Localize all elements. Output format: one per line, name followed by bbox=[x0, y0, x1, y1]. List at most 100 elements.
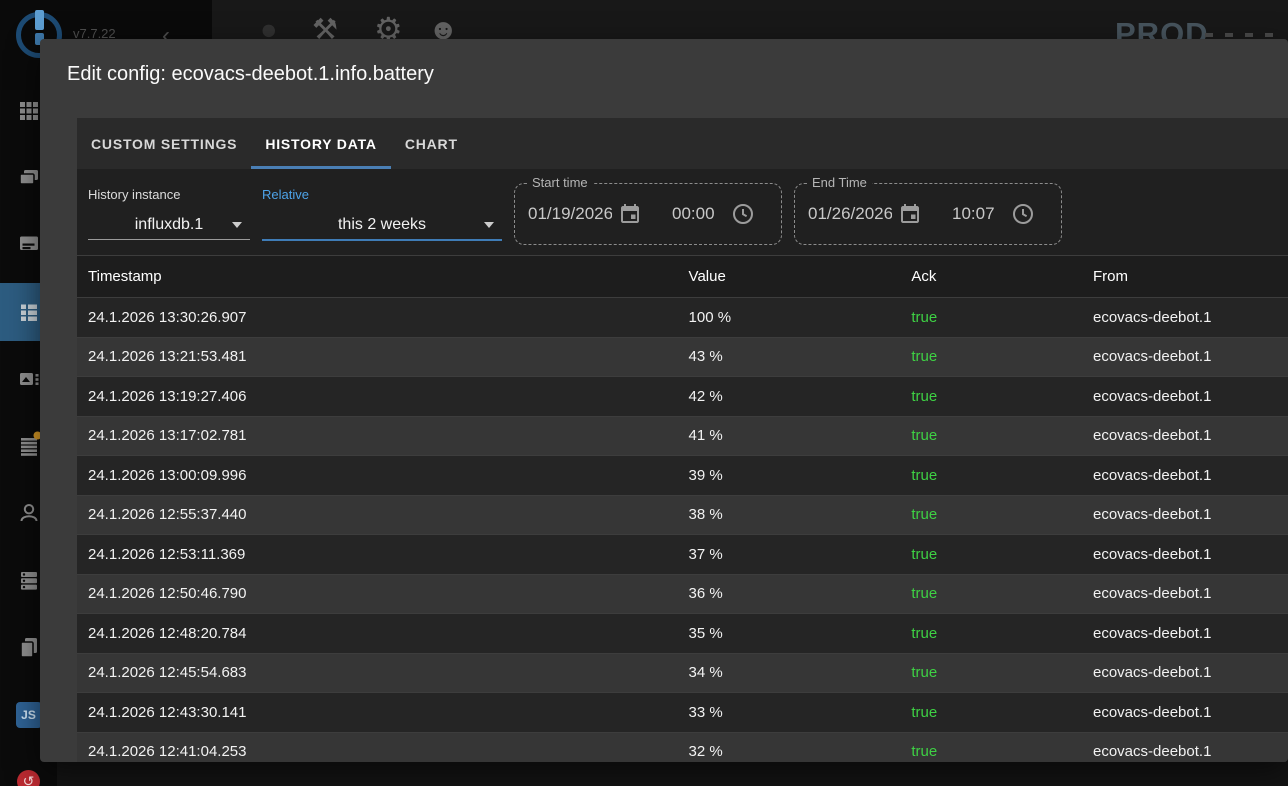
table-row: 24.1.2026 13:17:02.781 41 % true ecovacs… bbox=[77, 417, 1288, 457]
javascript-icon: JS bbox=[16, 702, 42, 728]
cell-value: 37 % bbox=[689, 546, 912, 563]
clock-icon[interactable] bbox=[1011, 202, 1035, 226]
cell-value: 41 % bbox=[689, 427, 912, 444]
col-ack: Ack bbox=[911, 268, 1093, 285]
calendar-icon[interactable] bbox=[898, 202, 922, 226]
cell-ack: true bbox=[911, 664, 1093, 681]
files-icon bbox=[17, 635, 41, 659]
end-time-legend: End Time bbox=[807, 175, 872, 190]
table-header: Timestamp Value Ack From bbox=[77, 255, 1288, 298]
cell-value: 39 % bbox=[689, 467, 912, 484]
dialog-content: CUSTOM SETTINGS HISTORY DATA CHART Histo… bbox=[77, 118, 1288, 762]
cell-from: ecovacs-deebot.1 bbox=[1093, 467, 1288, 484]
tab-history-data[interactable]: HISTORY DATA bbox=[251, 118, 391, 169]
history-instance-label: History instance bbox=[88, 187, 250, 202]
cell-timestamp: 24.1.2026 13:30:26.907 bbox=[77, 309, 689, 326]
cell-value: 34 % bbox=[689, 664, 912, 681]
cell-timestamp: 24.1.2026 13:00:09.996 bbox=[77, 467, 689, 484]
chevron-down-icon bbox=[484, 222, 494, 228]
cell-ack: true bbox=[911, 625, 1093, 642]
cell-timestamp: 24.1.2026 12:48:20.784 bbox=[77, 625, 689, 642]
cell-value: 42 % bbox=[689, 388, 912, 405]
topbar-clipped-glyphs bbox=[1205, 33, 1273, 37]
cell-ack: true bbox=[911, 427, 1093, 444]
cell-ack: true bbox=[911, 309, 1093, 326]
table-row: 24.1.2026 13:00:09.996 39 % true ecovacs… bbox=[77, 456, 1288, 496]
backitup-icon: ↺ bbox=[17, 770, 40, 786]
cell-timestamp: 24.1.2026 13:17:02.781 bbox=[77, 427, 689, 444]
filter-bar: History instance influxdb.1 Relative thi… bbox=[77, 169, 1288, 255]
cell-timestamp: 24.1.2026 12:45:54.683 bbox=[77, 664, 689, 681]
cell-value: 43 % bbox=[689, 348, 912, 365]
calendar-icon[interactable] bbox=[618, 202, 642, 226]
cell-timestamp: 24.1.2026 12:55:37.440 bbox=[77, 506, 689, 523]
cell-from: ecovacs-deebot.1 bbox=[1093, 427, 1288, 444]
start-time-input[interactable]: 00:00 bbox=[672, 204, 715, 224]
cell-from: ecovacs-deebot.1 bbox=[1093, 625, 1288, 642]
table-row: 24.1.2026 12:55:37.440 38 % true ecovacs… bbox=[77, 496, 1288, 536]
apps-icon bbox=[17, 99, 41, 123]
cell-timestamp: 24.1.2026 13:21:53.481 bbox=[77, 348, 689, 365]
cell-timestamp: 24.1.2026 12:53:11.369 bbox=[77, 546, 689, 563]
relative-label: Relative bbox=[262, 187, 502, 202]
cell-ack: true bbox=[911, 348, 1093, 365]
end-time-fieldset: End Time 01/26/2026 10:07 bbox=[794, 183, 1062, 245]
start-time-legend: Start time bbox=[527, 175, 593, 190]
dialog-title: Edit config: ecovacs-deebot.1.info.batte… bbox=[67, 63, 434, 86]
cell-ack: true bbox=[911, 546, 1093, 563]
users-icon bbox=[17, 501, 41, 525]
table-row: 24.1.2026 12:41:04.253 32 % true ecovacs… bbox=[77, 733, 1288, 763]
cell-value: 100 % bbox=[689, 309, 912, 326]
tab-custom-settings[interactable]: CUSTOM SETTINGS bbox=[77, 118, 251, 169]
edit-config-dialog: Edit config: ecovacs-deebot.1.info.batte… bbox=[40, 39, 1288, 762]
cell-from: ecovacs-deebot.1 bbox=[1093, 348, 1288, 365]
cell-timestamp: 24.1.2026 12:50:46.790 bbox=[77, 585, 689, 602]
clock-icon[interactable] bbox=[731, 202, 755, 226]
table-row: 24.1.2026 12:48:20.784 35 % true ecovacs… bbox=[77, 614, 1288, 654]
cell-from: ecovacs-deebot.1 bbox=[1093, 664, 1288, 681]
cell-from: ecovacs-deebot.1 bbox=[1093, 743, 1288, 760]
table-row: 24.1.2026 13:21:53.481 43 % true ecovacs… bbox=[77, 338, 1288, 378]
cell-timestamp: 24.1.2026 12:41:04.253 bbox=[77, 743, 689, 760]
adapters-icon bbox=[17, 165, 41, 189]
objects-icon bbox=[17, 300, 41, 324]
cell-ack: true bbox=[911, 467, 1093, 484]
cell-ack: true bbox=[911, 743, 1093, 760]
tab-bar: CUSTOM SETTINGS HISTORY DATA CHART bbox=[77, 118, 1288, 169]
table-row: 24.1.2026 12:45:54.683 34 % true ecovacs… bbox=[77, 654, 1288, 694]
col-value: Value bbox=[689, 268, 912, 285]
chevron-down-icon bbox=[232, 222, 242, 228]
cell-ack: true bbox=[911, 704, 1093, 721]
cell-value: 36 % bbox=[689, 585, 912, 602]
history-instance-value: influxdb.1 bbox=[135, 216, 204, 234]
start-time-fieldset: Start time 01/19/2026 00:00 bbox=[514, 183, 782, 245]
table-row: 24.1.2026 13:19:27.406 42 % true ecovacs… bbox=[77, 377, 1288, 417]
col-timestamp: Timestamp bbox=[77, 268, 689, 285]
cell-from: ecovacs-deebot.1 bbox=[1093, 585, 1288, 602]
table-body: 24.1.2026 13:30:26.907 100 % true ecovac… bbox=[77, 298, 1288, 762]
table-row: 24.1.2026 13:30:26.907 100 % true ecovac… bbox=[77, 298, 1288, 338]
table-row: 24.1.2026 12:43:30.141 33 % true ecovacs… bbox=[77, 693, 1288, 733]
cell-ack: true bbox=[911, 585, 1093, 602]
enums-icon bbox=[17, 367, 41, 391]
cell-from: ecovacs-deebot.1 bbox=[1093, 704, 1288, 721]
cell-ack: true bbox=[911, 506, 1093, 523]
cell-ack: true bbox=[911, 388, 1093, 405]
end-time-input[interactable]: 10:07 bbox=[952, 204, 995, 224]
end-date-input[interactable]: 01/26/2026 bbox=[808, 204, 892, 224]
cell-value: 35 % bbox=[689, 625, 912, 642]
cell-value: 32 % bbox=[689, 743, 912, 760]
cell-from: ecovacs-deebot.1 bbox=[1093, 546, 1288, 563]
cell-from: ecovacs-deebot.1 bbox=[1093, 506, 1288, 523]
history-instance-select[interactable]: History instance influxdb.1 bbox=[88, 169, 250, 240]
logo-bar bbox=[35, 10, 44, 30]
col-from: From bbox=[1093, 268, 1288, 285]
relative-range-select[interactable]: Relative this 2 weeks bbox=[262, 169, 502, 241]
screen: { "backdrop": { "version": "v7.7.22", "e… bbox=[0, 0, 1288, 786]
table-row: 24.1.2026 12:53:11.369 37 % true ecovacs… bbox=[77, 535, 1288, 575]
start-date-input[interactable]: 01/19/2026 bbox=[528, 204, 612, 224]
cell-value: 33 % bbox=[689, 704, 912, 721]
hosts-icon bbox=[17, 568, 41, 592]
tab-chart[interactable]: CHART bbox=[391, 118, 472, 169]
cell-value: 38 % bbox=[689, 506, 912, 523]
